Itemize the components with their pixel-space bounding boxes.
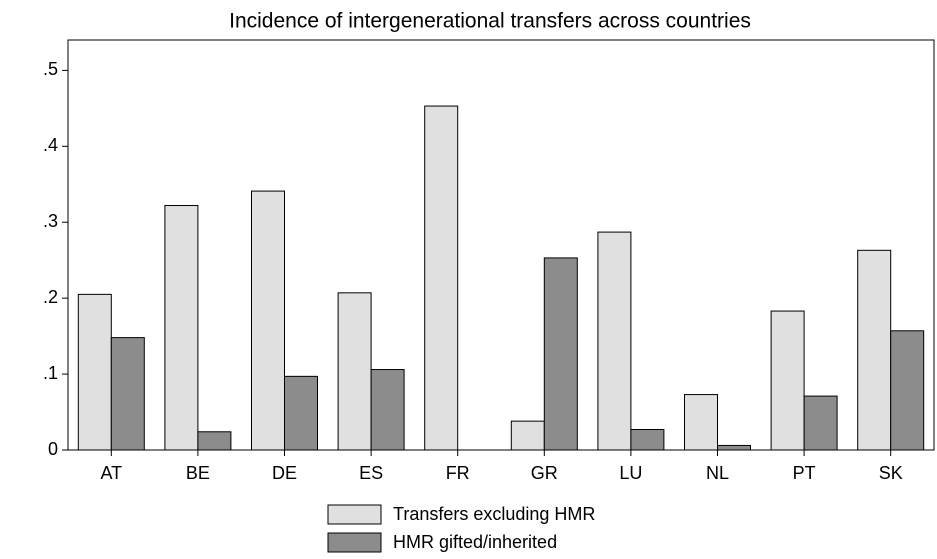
x-tick-label: DE <box>272 463 297 483</box>
chart-title: Incidence of intergenerational transfers… <box>229 10 751 33</box>
legend-label: Transfers excluding HMR <box>393 504 595 524</box>
bar <box>251 190 285 451</box>
x-tick-label: SK <box>879 463 903 483</box>
bar <box>337 292 372 451</box>
bar <box>197 431 232 451</box>
y-tick-label: .2 <box>43 287 58 307</box>
bar <box>597 231 632 451</box>
bar <box>717 444 751 451</box>
legend-label: HMR gifted/inherited <box>393 532 557 552</box>
x-tick-label: ES <box>359 463 383 483</box>
bar <box>543 257 578 451</box>
bar <box>857 249 892 451</box>
x-tick-label: AT <box>100 463 122 483</box>
bar <box>164 205 199 451</box>
bar <box>284 375 318 451</box>
legend-swatch <box>327 504 382 525</box>
x-tick-label: GR <box>531 463 558 483</box>
bar <box>684 394 718 451</box>
y-tick-label: .3 <box>43 211 58 231</box>
bar <box>630 429 665 451</box>
bar <box>510 420 545 451</box>
y-tick-label: .1 <box>43 363 58 383</box>
y-tick-label: .4 <box>43 135 58 155</box>
legend-swatch <box>327 532 382 553</box>
y-tick-label: .5 <box>43 59 58 79</box>
y-tick-label: 0 <box>48 439 58 459</box>
bar <box>77 293 112 451</box>
x-tick-label: PT <box>793 463 816 483</box>
bar <box>890 330 925 451</box>
bar <box>770 310 805 451</box>
bar <box>110 337 145 451</box>
x-tick-label: NL <box>706 463 729 483</box>
x-tick-label: LU <box>619 463 642 483</box>
x-tick-label: FR <box>446 463 470 483</box>
plot-frame <box>67 39 935 451</box>
bar <box>424 105 459 451</box>
bar <box>803 395 838 451</box>
bar <box>370 369 405 451</box>
x-tick-label: BE <box>186 463 210 483</box>
